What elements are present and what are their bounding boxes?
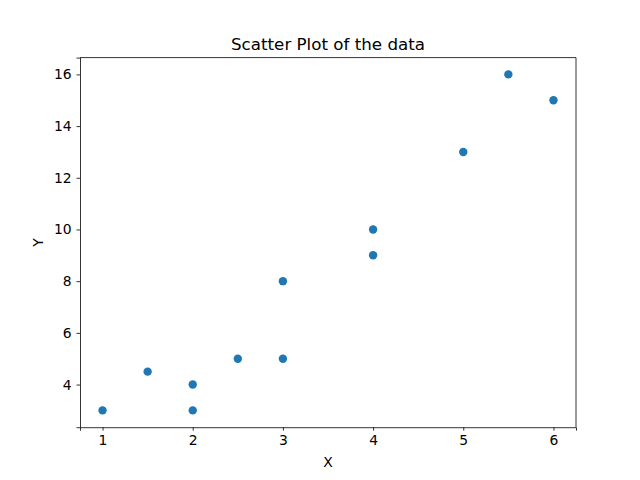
y-tick-label: 6 — [63, 325, 72, 341]
y-tick: 4 — [63, 377, 80, 393]
background — [0, 0, 640, 480]
y-tick-mark — [77, 333, 81, 334]
y-tick-mark — [77, 126, 81, 127]
x-tick-mark — [193, 427, 194, 431]
x-tick-label: 2 — [189, 432, 198, 448]
y-tick-label: 10 — [54, 221, 72, 237]
title: Scatter Plot of the data — [231, 34, 425, 54]
y-tick: 10 — [54, 221, 80, 237]
frame-right — [576, 58, 577, 428]
y-tick-mark — [77, 74, 81, 75]
x-tick-mark — [373, 427, 374, 431]
x-tick-label: 3 — [279, 432, 288, 448]
point — [279, 277, 287, 285]
y-tick-mark — [77, 385, 81, 386]
points — [98, 70, 557, 414]
x-tick: 4 — [369, 427, 378, 448]
y-tick: 16 — [54, 66, 80, 82]
x-tick: 3 — [279, 427, 288, 448]
point — [234, 355, 242, 363]
x-tick-mark — [103, 427, 104, 431]
point — [279, 355, 287, 363]
x-axis: 1 2 3 4 5 6 — [81, 427, 577, 448]
y-tick: 6 — [63, 325, 80, 341]
y-axis: 4 6 8 10 12 14 16 — [54, 58, 81, 428]
point — [459, 148, 467, 156]
y-axis-line — [77, 58, 81, 428]
frame-top — [80, 57, 576, 58]
y-tick-mark — [77, 178, 81, 179]
point — [504, 70, 512, 78]
x-tick: 6 — [550, 427, 559, 448]
x-tick: 2 — [189, 427, 198, 448]
point — [369, 225, 377, 233]
x-tick-mark — [283, 427, 284, 431]
y-tick: 12 — [54, 170, 80, 186]
point — [98, 406, 106, 414]
y-tick-mark — [77, 229, 81, 230]
y-tick-mark — [77, 281, 81, 282]
point — [549, 96, 557, 104]
point — [189, 380, 197, 388]
x-tick-label: 6 — [550, 432, 559, 448]
x-tick-label: 5 — [459, 432, 468, 448]
x-tick: 5 — [459, 427, 468, 448]
x-tick-label: 1 — [99, 432, 108, 448]
y-tick-label: 4 — [63, 377, 72, 393]
y-tick-label: 8 — [63, 273, 72, 289]
chart-svg: 12345646810121416Scatter Plot of the dat… — [0, 0, 640, 480]
y-tick-label: 16 — [54, 66, 72, 82]
x-axis-line — [81, 428, 577, 431]
point — [189, 406, 197, 414]
x-tick-mark — [463, 427, 464, 431]
y-axis-title: Y — [30, 238, 46, 248]
y-tick-label: 14 — [54, 118, 72, 134]
x-tick: 1 — [99, 427, 108, 448]
x-axis-title: X — [323, 454, 333, 470]
y-tick: 8 — [63, 273, 80, 289]
x-tick-label: 4 — [369, 432, 378, 448]
point — [143, 367, 151, 375]
point — [369, 251, 377, 259]
x-tick-mark — [553, 427, 554, 431]
y-tick-label: 12 — [54, 170, 72, 186]
y-tick: 14 — [54, 118, 80, 134]
